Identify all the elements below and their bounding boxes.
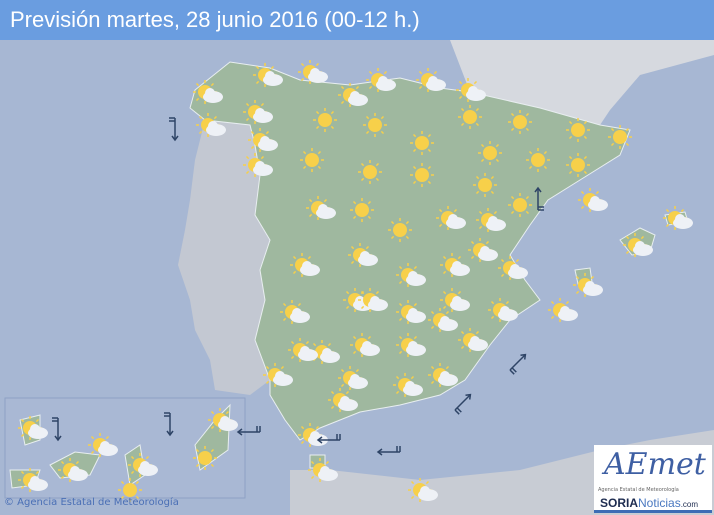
sun-icon (313, 108, 337, 132)
sun-cloud-icon (310, 340, 340, 364)
logo-bar (594, 510, 712, 513)
sun-cloud-icon (298, 423, 328, 447)
sun-cloud-icon (440, 253, 470, 277)
sun-cloud-icon (243, 100, 273, 124)
portugal-land (178, 120, 270, 395)
sun-cloud-icon (288, 338, 318, 362)
sun-cloud-icon (416, 68, 446, 92)
logo-com: .com (680, 500, 699, 509)
sun-cloud-icon (358, 288, 388, 312)
sun-cloud-icon (440, 288, 470, 312)
sun-cloud-icon (428, 308, 458, 332)
sun-icon (508, 110, 532, 134)
wind-arrow-northeast-icon (509, 353, 527, 375)
sun-icon (388, 218, 412, 242)
sun-cloud-icon (663, 206, 693, 230)
logo-subtitle: Agencia Estatal de Meteorología (598, 487, 679, 493)
sun-cloud-icon (306, 196, 336, 220)
sun-cloud-icon (498, 256, 528, 280)
sun-cloud-icon (248, 128, 278, 152)
sun-cloud-icon (338, 83, 368, 107)
sun-cloud-icon (578, 188, 608, 212)
sun-icon (608, 125, 632, 149)
sun-cloud-icon (338, 366, 368, 390)
sun-icon (350, 198, 374, 222)
sun-icon (526, 148, 550, 172)
sun-cloud-icon (366, 68, 396, 92)
aemet-logo: AEmet Agencia Estatal de Meteorología SO… (594, 445, 712, 513)
soria-noticias-logo: SORIANoticias.com (600, 496, 698, 510)
sun-cloud-icon (290, 253, 320, 277)
sun-cloud-icon (396, 300, 426, 324)
sun-icon (358, 160, 382, 184)
sun-cloud-icon (396, 263, 426, 287)
sun-cloud-icon (208, 408, 238, 432)
sun-cloud-icon (128, 453, 158, 477)
sun-icon (118, 478, 142, 502)
sun-icon (300, 148, 324, 172)
sun-cloud-icon (436, 206, 466, 230)
sun-cloud-icon (263, 363, 293, 387)
sun-cloud-icon (243, 153, 273, 177)
sun-cloud-icon (348, 243, 378, 267)
wind-arrow-south-icon (52, 417, 62, 442)
sun-icon (363, 113, 387, 137)
sun-cloud-icon (488, 298, 518, 322)
wind-arrow-west-icon (376, 446, 401, 456)
sun-cloud-icon (18, 416, 48, 440)
sun-cloud-icon (623, 233, 653, 257)
sun-cloud-icon (573, 273, 603, 297)
sun-cloud-icon (280, 300, 310, 324)
sun-cloud-icon (308, 458, 338, 482)
sun-cloud-icon (350, 333, 380, 357)
sun-icon (410, 131, 434, 155)
wind-arrow-north-icon (534, 186, 544, 211)
sun-icon (410, 163, 434, 187)
sun-cloud-icon (253, 63, 283, 87)
sun-cloud-icon (456, 78, 486, 102)
sun-icon (458, 105, 482, 129)
wind-arrow-south-icon (169, 117, 179, 142)
sun-cloud-icon (193, 80, 223, 104)
sun-cloud-icon (468, 238, 498, 262)
sun-cloud-icon (18, 468, 48, 492)
weather-map (4, 40, 714, 515)
sun-cloud-icon (476, 208, 506, 232)
sun-cloud-icon (88, 433, 118, 457)
wind-arrow-northeast-icon (454, 393, 472, 415)
logo-soria: SORIA (600, 496, 639, 510)
sun-icon (193, 446, 217, 470)
sun-cloud-icon (396, 333, 426, 357)
wind-arrow-west-icon (236, 426, 261, 436)
wind-arrow-west-icon (316, 434, 341, 444)
sun-cloud-icon (458, 328, 488, 352)
sun-cloud-icon (298, 60, 328, 84)
map-title: Previsión martes, 28 junio 2016 (00-12 h… (0, 0, 714, 40)
sun-cloud-icon (58, 458, 88, 482)
sun-icon (566, 118, 590, 142)
sun-icon (478, 141, 502, 165)
sun-cloud-icon (408, 478, 438, 502)
sun-cloud-icon (328, 388, 358, 412)
logo-brand: AEmet (604, 447, 706, 482)
sun-cloud-icon (196, 113, 226, 137)
sun-icon (508, 193, 532, 217)
logo-noticias: Noticias (638, 496, 681, 510)
sun-icon (566, 153, 590, 177)
sun-cloud-icon (393, 373, 423, 397)
wind-arrow-south-icon (164, 412, 174, 437)
france-land (450, 40, 714, 125)
canary-island (49, 451, 101, 479)
sun-cloud-icon (428, 363, 458, 387)
copyright-text: © Agencia Estatal de Meteorología (4, 497, 179, 508)
sun-cloud-icon (548, 298, 578, 322)
sun-icon (473, 173, 497, 197)
